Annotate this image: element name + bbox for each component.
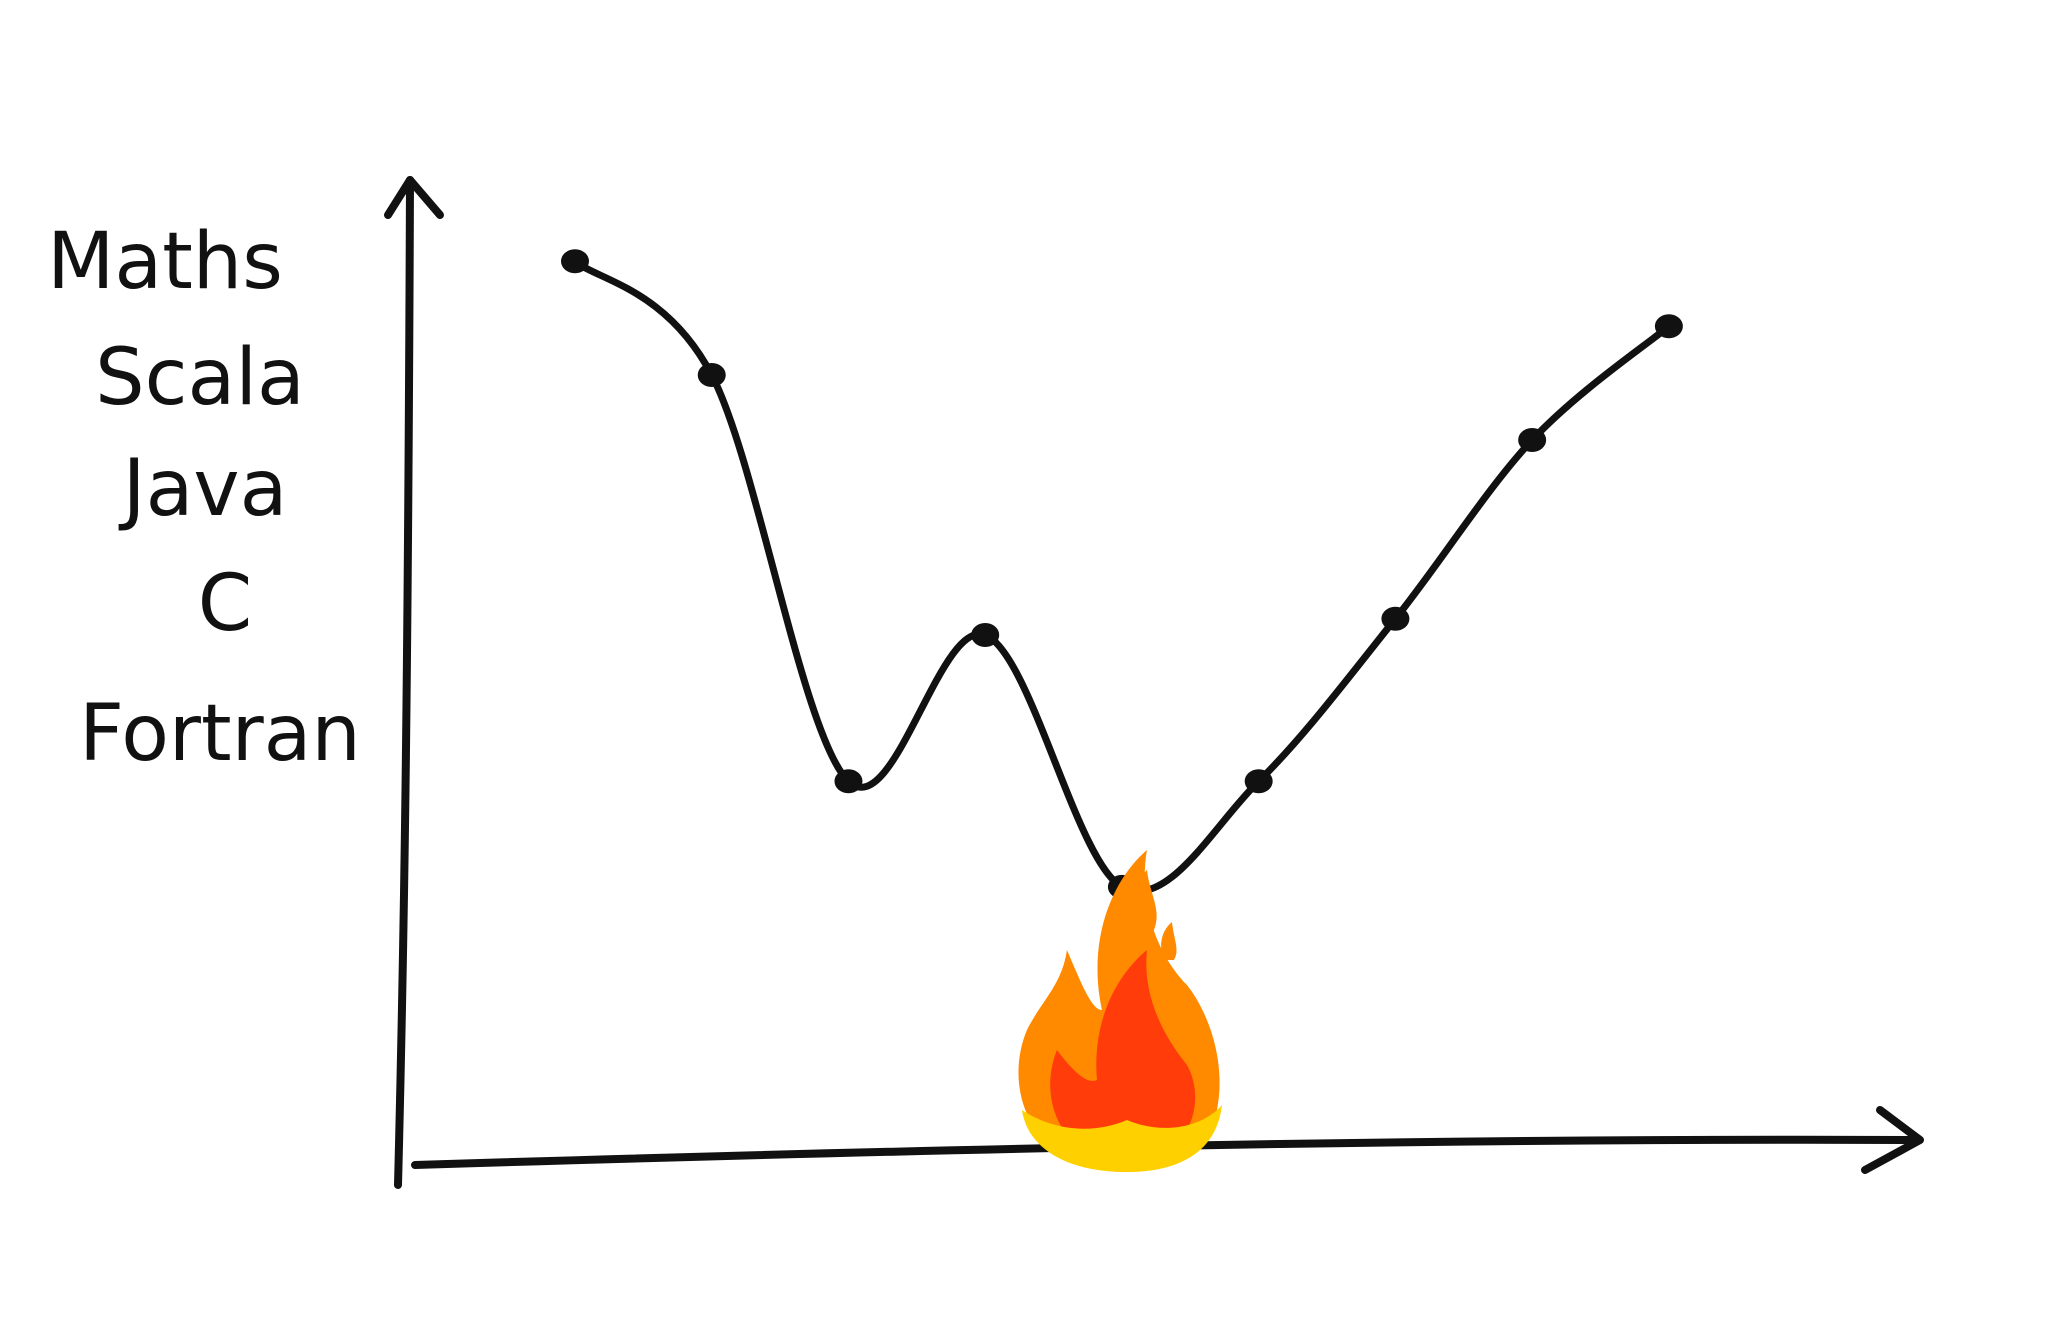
y-tick-label: Scala: [95, 333, 305, 423]
data-point: [697, 363, 726, 387]
data-point: [1381, 606, 1410, 631]
data-point: [834, 769, 863, 794]
y-axis-arrowhead: [384, 176, 444, 219]
y-tick-label: Fortran: [79, 689, 361, 779]
y-tick-label: Java: [118, 444, 288, 534]
data-point: [561, 249, 589, 274]
flame-shape: [1021, 1105, 1222, 1172]
fire-icon: [1018, 850, 1222, 1172]
flame-shape: [1161, 922, 1177, 960]
data-points: [561, 249, 1683, 899]
flame-shape: [1129, 870, 1157, 940]
y-tick-label: Maths: [47, 217, 283, 307]
y-tick-label: C: [198, 559, 252, 649]
flame-shape: [1050, 950, 1196, 1165]
y-axis: [394, 176, 414, 1189]
series-line: [571, 257, 1673, 895]
data-point: [1654, 314, 1683, 339]
data-point: [971, 623, 1000, 647]
data-point: [1518, 428, 1547, 452]
x-axis-arrowhead: [1861, 1106, 1924, 1174]
y-axis-labels: Maths Scala Java C Fortran: [47, 217, 361, 779]
data-point: [1244, 769, 1273, 794]
